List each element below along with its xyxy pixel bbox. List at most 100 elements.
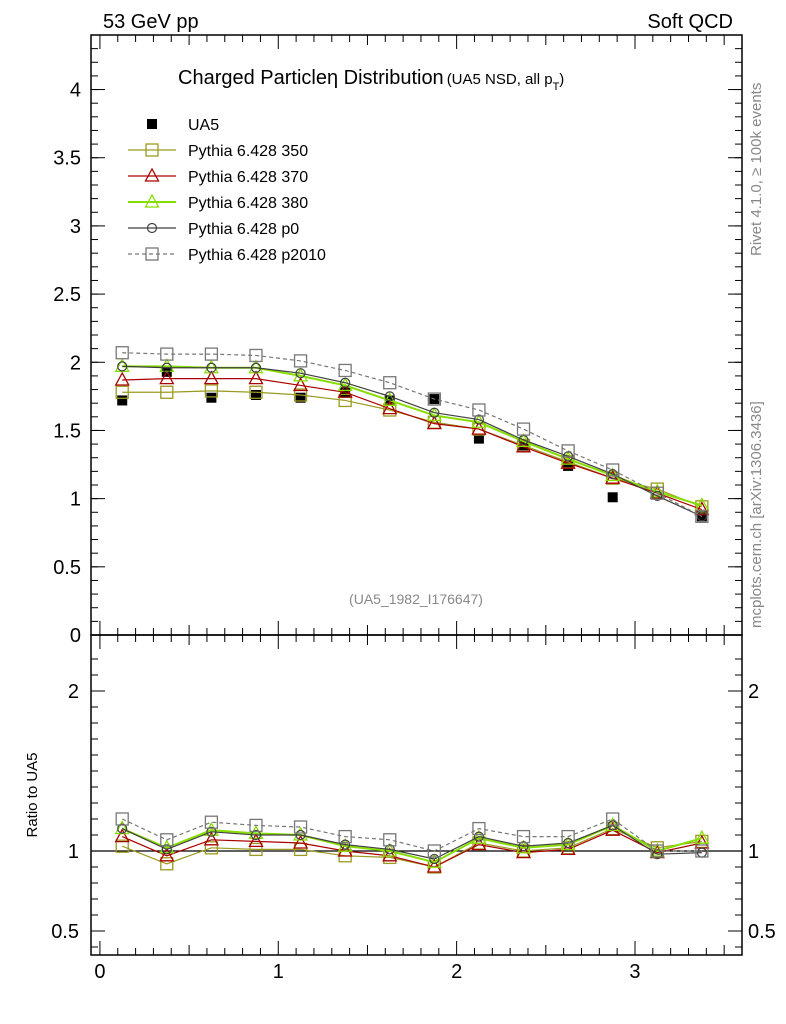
legend-label: UA5 — [188, 117, 219, 134]
data-point — [115, 385, 129, 399]
data-point — [147, 119, 157, 129]
legend-label: Pythia 6.428 370 — [188, 169, 308, 186]
data-point — [338, 829, 352, 844]
data-point — [607, 468, 618, 480]
data-point — [293, 820, 308, 834]
series-p0 — [117, 361, 707, 522]
ratio-ytick-label: 0.5 — [51, 921, 79, 943]
data-point — [650, 844, 664, 858]
data-point — [161, 362, 172, 373]
data-point — [146, 222, 158, 234]
data-point — [204, 384, 219, 398]
legend-label: Pythia 6.428 p0 — [188, 221, 299, 238]
data-point — [426, 415, 442, 430]
ytick-label: 1 — [70, 489, 81, 511]
data-point — [695, 844, 709, 858]
data-point — [694, 501, 710, 516]
data-point — [382, 847, 398, 862]
data-point — [605, 467, 621, 482]
mcplots-label: mcplots.cern.ch [arXiv:1306.3436] — [748, 401, 765, 628]
data-point — [206, 362, 217, 373]
analysis-id: (UA5_1982_I176647) — [349, 591, 483, 607]
data-point — [292, 834, 309, 849]
data-point — [250, 362, 262, 373]
ratio-ylabel: Ratio to UA5 — [24, 752, 41, 837]
data-point — [145, 143, 159, 157]
data-point — [337, 377, 353, 392]
data-point — [206, 826, 217, 837]
ratio-ytick-label: 2 — [68, 681, 79, 703]
data-point — [248, 833, 264, 848]
data-point — [427, 844, 441, 858]
data-point — [115, 346, 129, 360]
ytick-label: 0.5 — [53, 557, 81, 579]
data-point — [696, 511, 707, 522]
data-point — [160, 347, 174, 361]
data-point — [160, 857, 174, 871]
chart-title: Charged Particleη Distribution (UA5 NSD, … — [178, 67, 564, 93]
data-point — [144, 167, 160, 182]
data-point — [426, 853, 442, 868]
data-point — [515, 844, 532, 859]
data-point — [383, 833, 397, 847]
data-point — [114, 371, 130, 386]
data-point — [560, 841, 576, 856]
legend: UA5 Pythia 6.428 350 Pythia 6.428 370 Pythi… — [128, 117, 326, 264]
ytick-label: 1.5 — [53, 420, 81, 442]
xtick-label: 1 — [273, 961, 284, 983]
main-series — [114, 346, 710, 524]
data-point — [249, 842, 263, 857]
series-p0 — [117, 820, 707, 865]
data-point — [429, 853, 440, 865]
data-point — [652, 849, 663, 860]
data-point — [206, 392, 217, 403]
data-point — [159, 847, 175, 862]
data-point — [563, 460, 574, 471]
legend-entry-p2010: Pythia 6.428 p2010 — [128, 247, 326, 264]
ratio-panel-frame — [90, 634, 743, 956]
data-point — [338, 363, 352, 378]
data-point — [472, 403, 486, 417]
data-point — [382, 400, 398, 415]
data-point — [159, 370, 175, 385]
data-point — [694, 829, 710, 844]
data-point — [383, 403, 397, 417]
series-line — [122, 365, 703, 517]
data-point — [473, 433, 484, 444]
data-point — [516, 422, 531, 436]
title-sub-c: ) — [559, 71, 564, 88]
data-point — [515, 432, 532, 448]
legend-entry-p0: Pythia 6.428 p0 — [128, 221, 299, 238]
ratio-ytick-label-right: 0.5 — [748, 921, 776, 943]
data-point — [293, 354, 308, 368]
series-line — [121, 824, 702, 860]
data-point — [295, 829, 306, 841]
data-point — [295, 392, 306, 403]
data-point — [144, 193, 160, 208]
data-point — [426, 858, 442, 873]
data-point — [650, 486, 664, 500]
data-point — [429, 407, 440, 418]
data-point — [292, 367, 309, 382]
data-point — [649, 842, 665, 857]
data-point — [472, 821, 486, 836]
series-line — [122, 352, 703, 517]
data-point — [250, 829, 262, 841]
axis-ticks — [91, 35, 742, 955]
data-point — [515, 839, 532, 854]
data-point — [561, 444, 575, 458]
ratio-ytick-label-right: 1 — [748, 841, 759, 863]
data-point — [426, 407, 442, 422]
data-point — [115, 812, 129, 826]
data-point — [340, 839, 351, 850]
tick-labels: 0 0.5 1 1.5 2 2.5 3 3.5 4 0 1 2 3 0.5 0.5 1 1 2 2 — [51, 80, 776, 983]
title-sub-a: (UA5 NSD, all p — [447, 71, 553, 88]
data-point — [117, 395, 128, 406]
data-point — [160, 385, 174, 399]
data-point — [293, 388, 308, 402]
data-point — [695, 509, 709, 524]
data-point — [145, 247, 159, 261]
xtick-label: 0 — [94, 961, 105, 983]
data-point — [427, 392, 441, 406]
